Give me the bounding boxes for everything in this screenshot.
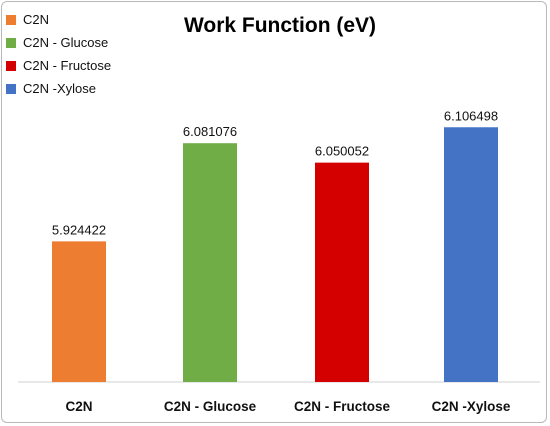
legend-item-c2n-glucose: C2N - Glucose	[6, 31, 111, 54]
legend-item-c2n-fructose: C2N - Fructose	[6, 54, 111, 77]
data-label-2: 6.050052	[315, 144, 369, 159]
chart-title: Work Function (eV)	[183, 14, 377, 37]
data-label-0: 5.924422	[52, 222, 106, 237]
bar-1	[183, 143, 237, 382]
legend-swatch	[6, 60, 16, 71]
x-tick-label-0: C2N	[65, 399, 92, 414]
bar-0	[52, 241, 106, 382]
legend-item-c2n-xylose: C2N -Xylose	[6, 77, 111, 100]
data-label-3: 6.106498	[444, 108, 498, 123]
legend-item-c2n: C2N	[6, 8, 111, 31]
legend-swatch	[6, 83, 16, 94]
data-label-1: 6.081076	[183, 124, 237, 139]
legend: C2N C2N - Glucose C2N - Fructose C2N -Xy…	[6, 8, 111, 100]
bar-2	[315, 162, 369, 382]
x-tick-label-3: C2N -Xylose	[432, 399, 511, 414]
legend-label: C2N	[23, 12, 50, 27]
legend-label: C2N - Glucose	[23, 35, 109, 50]
bar-3	[444, 127, 498, 382]
legend-label: C2N -Xylose	[23, 81, 96, 96]
x-tick-label-2: C2N - Fructose	[294, 399, 391, 414]
legend-swatch	[6, 37, 16, 48]
legend-label: C2N - Fructose	[23, 58, 112, 73]
x-tick-label-1: C2N - Glucose	[164, 399, 257, 414]
legend-swatch	[6, 14, 16, 25]
